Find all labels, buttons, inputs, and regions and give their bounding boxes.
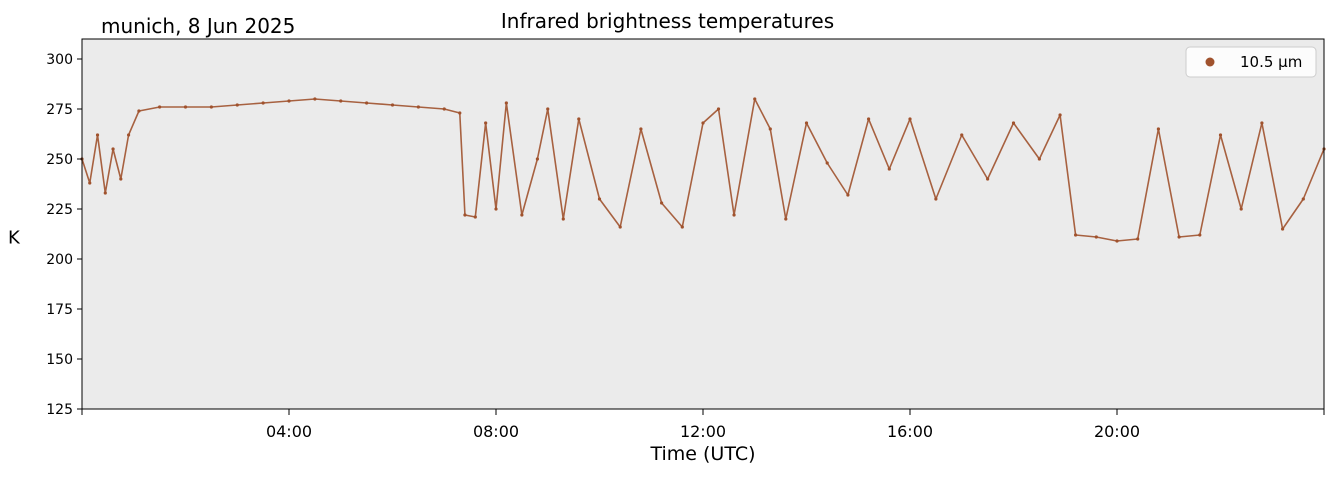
- plot-area: [82, 39, 1324, 409]
- x-tick-label: 08:00: [473, 422, 519, 441]
- y-tick-label: 150: [46, 352, 73, 368]
- data-point: [753, 97, 757, 101]
- data-point: [732, 213, 736, 217]
- data-point: [1281, 227, 1285, 231]
- data-point: [313, 97, 317, 101]
- data-point: [287, 99, 291, 103]
- data-point: [561, 217, 565, 221]
- data-point: [804, 121, 809, 125]
- data-point: [618, 225, 622, 229]
- x-tick-label: 12:00: [680, 422, 726, 441]
- data-point: [639, 127, 643, 131]
- data-point: [1156, 127, 1160, 131]
- data-point: [960, 133, 964, 137]
- y-tick-label: 175: [46, 302, 73, 318]
- data-point: [261, 101, 265, 105]
- data-point: [126, 133, 131, 137]
- x-axis-label: Time (UTC): [650, 443, 756, 465]
- chart-title: Infrared brightness temperatures: [500, 9, 835, 33]
- data-point: [494, 207, 498, 211]
- y-tick-label: 275: [46, 102, 73, 118]
- data-point: [768, 127, 772, 131]
- data-point: [535, 157, 540, 161]
- data-point: [458, 111, 462, 115]
- data-point: [463, 213, 467, 217]
- data-point: [1218, 133, 1223, 137]
- y-axis-label: K: [8, 227, 20, 249]
- x-tick-label: 04:00: [266, 422, 312, 441]
- data-point: [1037, 157, 1041, 161]
- data-point: [209, 105, 213, 109]
- data-point: [1074, 233, 1078, 237]
- data-point: [1177, 235, 1181, 239]
- data-point: [934, 197, 938, 201]
- data-point: [365, 101, 369, 105]
- data-point: [716, 107, 721, 111]
- data-point: [111, 147, 115, 151]
- y-tick-label: 300: [46, 52, 73, 68]
- x-tick-label: 16:00: [887, 422, 933, 441]
- data-point: [88, 181, 92, 185]
- data-point: [103, 191, 107, 195]
- data-point: [846, 193, 850, 197]
- data-point: [504, 101, 508, 105]
- data-point: [1094, 235, 1098, 239]
- x-tick-label: 20:00: [1094, 422, 1140, 441]
- data-point: [1136, 237, 1140, 241]
- data-point: [1011, 121, 1016, 125]
- data-point: [701, 121, 705, 125]
- data-point: [339, 99, 343, 103]
- data-point: [546, 107, 550, 111]
- data-point: [158, 105, 162, 109]
- chart-subtitle: munich, 8 Jun 2025: [101, 14, 296, 38]
- data-point: [473, 215, 477, 219]
- data-point: [577, 117, 581, 121]
- data-point: [1260, 121, 1264, 125]
- data-point: [137, 109, 141, 113]
- data-point: [520, 213, 524, 217]
- y-tick-label: 200: [46, 252, 73, 268]
- data-point: [235, 103, 239, 107]
- data-point: [390, 103, 395, 107]
- data-point: [1115, 239, 1119, 243]
- data-point: [1058, 113, 1062, 117]
- data-point: [660, 201, 664, 205]
- data-point: [95, 133, 100, 137]
- y-tick-label: 125: [46, 402, 73, 418]
- data-point: [867, 117, 871, 121]
- data-point: [1239, 207, 1243, 211]
- data-point: [887, 167, 891, 171]
- y-tick-label: 250: [46, 152, 73, 168]
- data-point: [1198, 233, 1202, 237]
- data-point: [825, 161, 829, 165]
- data-point: [1301, 197, 1305, 201]
- legend-marker: [1205, 57, 1215, 67]
- data-point: [119, 177, 123, 181]
- data-point: [442, 107, 446, 111]
- data-point: [183, 105, 188, 109]
- data-point: [416, 105, 420, 109]
- legend-box: [1185, 46, 1317, 78]
- data-point: [597, 197, 602, 201]
- data-point: [908, 117, 912, 121]
- y-tick-label: 225: [46, 202, 73, 218]
- legend-label: 10.5 µm: [1240, 53, 1302, 71]
- data-point: [484, 121, 488, 125]
- data-point: [986, 177, 990, 181]
- data-point: [680, 225, 684, 229]
- data-point: [784, 217, 788, 221]
